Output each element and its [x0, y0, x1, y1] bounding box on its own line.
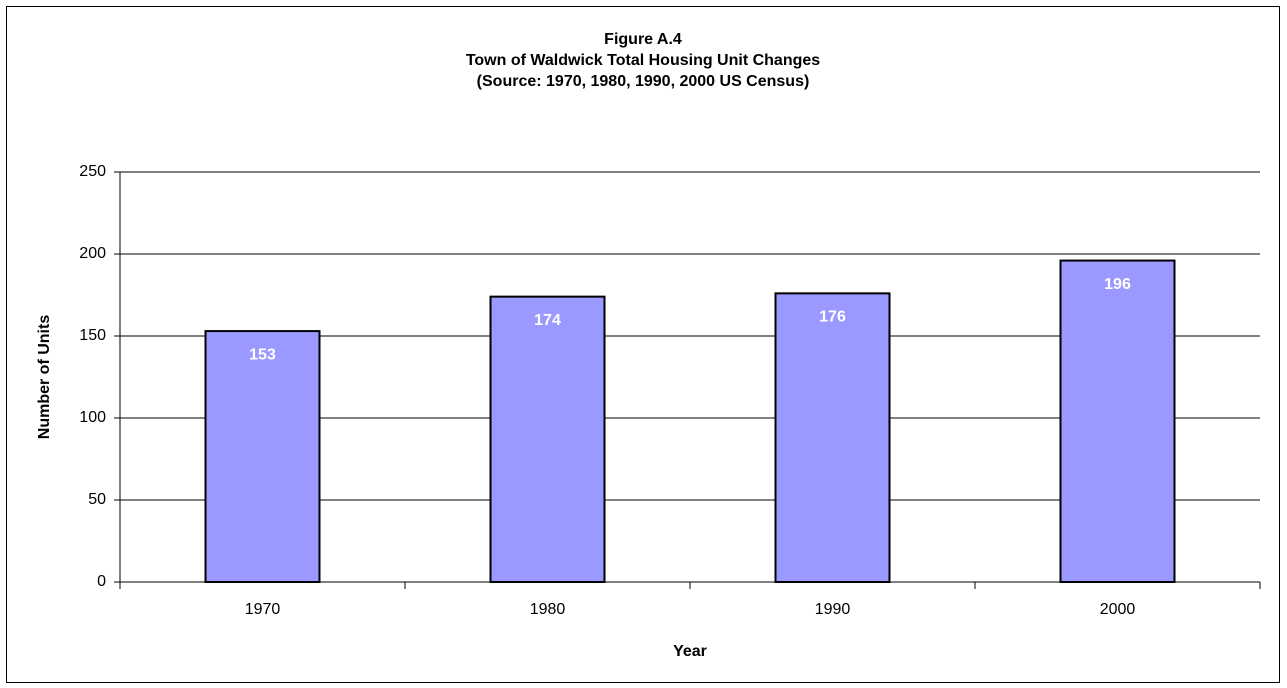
- y-tick-label: 100: [79, 409, 106, 426]
- bar: [204, 330, 321, 583]
- x-tick-label: 2000: [1100, 601, 1136, 618]
- y-tick-label: 250: [79, 163, 106, 180]
- bar: [489, 295, 606, 583]
- y-tick-label: 200: [79, 245, 106, 262]
- y-tick-label: 0: [97, 573, 106, 590]
- chart-title: (Source: 1970, 1980, 1990, 2000 US Censu…: [477, 73, 810, 90]
- data-label: 153: [249, 346, 276, 363]
- y-tick-label: 150: [79, 327, 106, 344]
- data-label: 176: [819, 309, 846, 326]
- x-tick-label: 1990: [815, 601, 851, 618]
- chart-title: Figure A.4: [604, 31, 682, 48]
- bar: [1059, 259, 1176, 583]
- chart-title: Town of Waldwick Total Housing Unit Chan…: [466, 52, 820, 69]
- data-label: 196: [1104, 276, 1131, 293]
- data-label: 174: [534, 312, 561, 329]
- y-tick-label: 50: [88, 491, 106, 508]
- bar: [774, 292, 891, 583]
- x-axis-label: Year: [673, 643, 707, 660]
- y-axis-label: Number of Units: [36, 315, 53, 440]
- x-tick-label: 1980: [530, 601, 566, 618]
- x-tick-label: 1970: [245, 601, 281, 618]
